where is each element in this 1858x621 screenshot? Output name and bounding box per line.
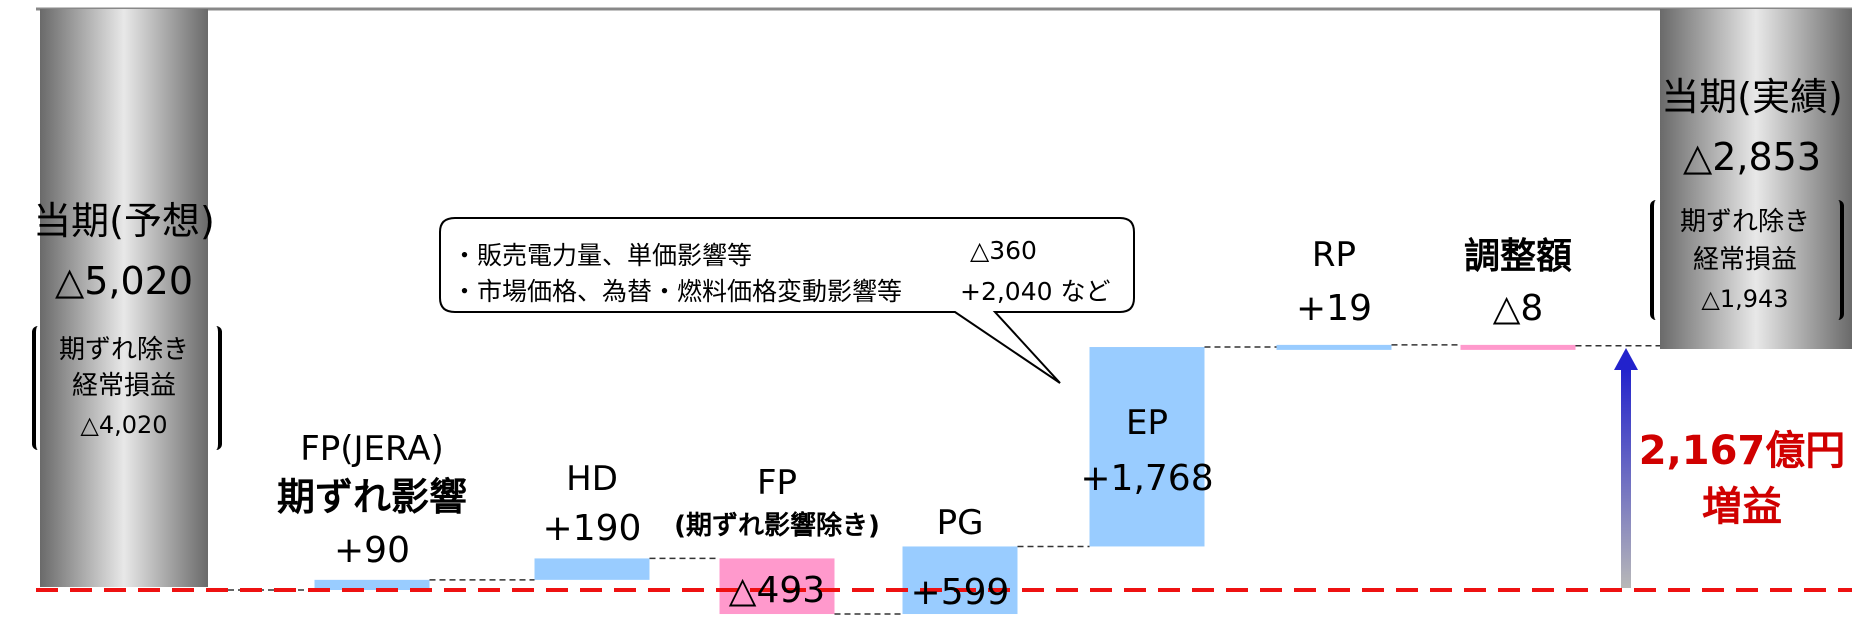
- step-fp-label: △493: [728, 570, 826, 611]
- step-fp-name2: (期ずれ影響除き): [674, 511, 880, 541]
- step-rp-name: RP: [1311, 235, 1357, 275]
- step-ep-name: EP: [1126, 403, 1168, 443]
- callout-line2-value: +2,040 など: [960, 277, 1111, 306]
- start-note-value: △4,020: [80, 411, 168, 439]
- bar-rp: [1276, 344, 1392, 350]
- step-adjust-name: 調整額: [1463, 236, 1573, 277]
- callout-line1-value: △360: [970, 236, 1037, 265]
- step-hd-name: HD: [566, 459, 618, 499]
- start-value: △5,020: [54, 259, 194, 303]
- bar-hd: [534, 558, 650, 580]
- step-hd-label: +190: [542, 508, 642, 549]
- end-note-bracket: [1650, 200, 1844, 320]
- end-note-value: △1,943: [1701, 285, 1789, 313]
- callout-line1-text: ・販売電力量、単価影響等: [452, 241, 753, 270]
- step-pg-name: PG: [936, 503, 984, 543]
- end-pillar: [1660, 9, 1852, 349]
- step-fpjera-name1: FP(JERA): [300, 429, 444, 469]
- end-title: 当期(実績): [1661, 75, 1843, 119]
- start-title: 当期(予想): [33, 199, 215, 243]
- start-note-line2: 経常損益: [71, 371, 177, 401]
- total-arrow-head: [1614, 348, 1638, 370]
- step-adjust-label: △8: [1492, 288, 1544, 329]
- step-pg-label: +599: [910, 572, 1010, 613]
- total-arrow-shaft: [1621, 368, 1631, 588]
- step-fpjera-name2: 期ずれ影響: [276, 475, 468, 519]
- end-note-line1: 期ずれ除き: [1679, 207, 1811, 237]
- end-value: △2,853: [1682, 135, 1822, 179]
- total-change-line2: 増益: [1702, 484, 1782, 530]
- bar-fpjera: [314, 579, 430, 590]
- bar-fp: [719, 558, 835, 615]
- callout-line2-text: ・市場価格、為替・燃料価格変動影響等: [452, 277, 903, 306]
- bar-adjust: [1460, 344, 1576, 350]
- start-note-line1: 期ずれ除き: [58, 335, 190, 365]
- start-pillar: [40, 9, 208, 587]
- start-note-bracket: [32, 326, 222, 450]
- bar-pg: [902, 546, 1018, 615]
- callout-bubble: [439, 217, 1135, 384]
- total-change-line1: 2,167億円: [1638, 428, 1846, 474]
- end-note-line2: 経常損益: [1692, 245, 1798, 275]
- step-fp-name1: FP: [756, 463, 798, 503]
- step-ep-label: +1,768: [1080, 458, 1214, 499]
- bar-ep: [1089, 347, 1205, 547]
- step-fpjera-label: +90: [334, 530, 410, 571]
- step-rp-label: +19: [1296, 288, 1372, 329]
